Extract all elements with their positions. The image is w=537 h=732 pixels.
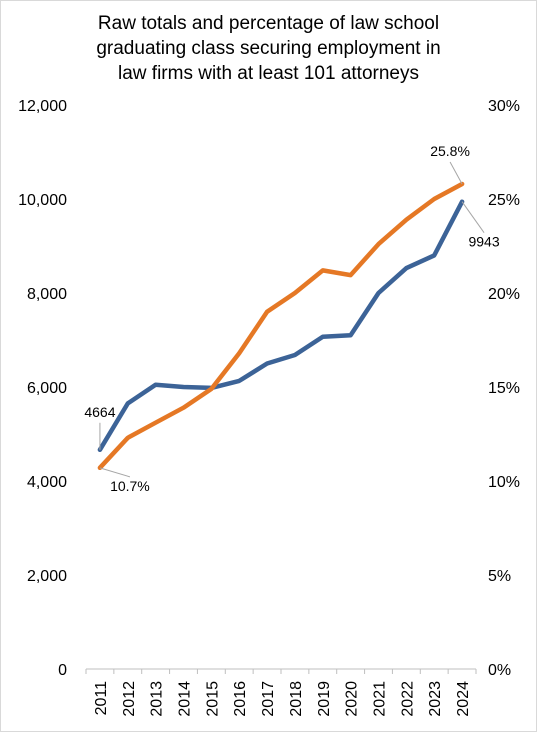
- x-axis-tick-label: 2016: [232, 681, 249, 717]
- x-axis-tick-label: 2011: [93, 681, 110, 716]
- left-axis-tick-label: 10,000: [18, 192, 67, 209]
- x-axis-tick-label: 2018: [288, 681, 305, 717]
- x-axis-tick-labels: 2011 2012 2013 2014 2015 2016 2017 2018 2019 2020…: [93, 681, 472, 717]
- data-label-leader-line: [461, 201, 485, 233]
- data-label: 9943: [468, 234, 499, 250]
- left-axis-tick-label: 2,000: [27, 568, 67, 585]
- series-line-percentage: [97, 181, 465, 471]
- chart-title-line-3: law firms with at least 101 attorneys: [118, 63, 419, 84]
- x-axis-tick-label: 2020: [344, 681, 361, 717]
- data-label: 10.7%: [110, 478, 150, 494]
- left-axis-tick-label: 8,000: [27, 286, 67, 303]
- x-axis-tick-label: 2022: [399, 681, 416, 717]
- left-axis-tick-label: 12,000: [18, 98, 67, 115]
- data-labels-layer: 4664 9943 10.7% 25.8%: [84, 143, 500, 494]
- x-axis-tick-label: 2012: [121, 681, 138, 717]
- data-label: 4664: [84, 404, 115, 420]
- data-label-leader-line: [449, 161, 463, 185]
- chart-title-line-1: Raw totals and percentage of law school: [97, 13, 440, 34]
- x-axis-tick-label: 2017: [260, 681, 277, 717]
- chart-title: Raw totals and percentage of law school …: [31, 11, 506, 86]
- right-axis-tick-label: 20%: [488, 286, 520, 303]
- left-axis-tick-label: 4,000: [27, 474, 67, 491]
- left-axis-tick-labels: 0 2,000 4,000 6,000 8,000 10,000 12,000: [18, 98, 67, 679]
- chart-title-line-2: graduating class securing employment in: [96, 38, 441, 59]
- x-axis-tick-label: 2024: [455, 681, 472, 717]
- x-axis-tick-label: 2023: [427, 681, 444, 717]
- left-axis-tick-label: 6,000: [27, 380, 67, 397]
- right-axis-tick-labels: 0% 5% 10% 15% 20% 25% 30%: [488, 98, 520, 679]
- series-line-raw-totals: [97, 199, 465, 453]
- x-axis-tick-label: 2015: [204, 681, 221, 717]
- series-layer: [97, 181, 465, 471]
- x-axis-tick-label: 2019: [316, 681, 333, 717]
- x-axis-tick-label: 2021: [372, 681, 389, 717]
- axes-layer: [85, 668, 477, 674]
- right-axis-tick-label: 30%: [488, 98, 520, 115]
- right-axis-tick-label: 0%: [488, 662, 511, 679]
- right-axis-tick-label: 25%: [488, 192, 520, 209]
- right-axis-tick-label: 5%: [488, 568, 511, 585]
- data-label-leader-line: [99, 467, 131, 478]
- left-axis-tick-label: 0: [58, 662, 67, 679]
- right-axis-tick-label: 15%: [488, 380, 520, 397]
- x-axis-tick-label: 2014: [177, 681, 194, 717]
- data-label: 25.8%: [430, 143, 470, 159]
- right-axis-tick-label: 10%: [488, 474, 520, 491]
- x-axis-tick-label: 2013: [149, 681, 166, 717]
